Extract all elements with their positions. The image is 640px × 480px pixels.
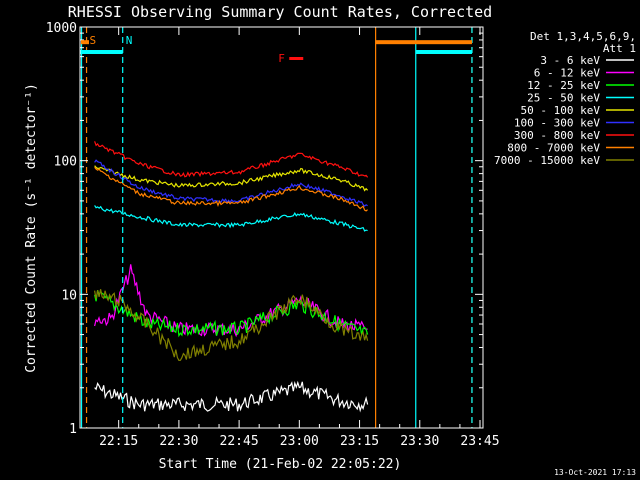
x-tick-label: 23:00: [280, 434, 319, 449]
legend-entry: 100 - 300 keV: [514, 117, 600, 130]
y-axis-label: Corrected Count Rate (s⁻¹ detector⁻¹): [24, 83, 39, 373]
annotation-label: S: [90, 34, 97, 47]
eclipse-bar: [375, 40, 472, 45]
series-line: [94, 159, 368, 207]
timestamp: 13-Oct-2021 17:13: [554, 468, 636, 477]
flare-bar: [289, 57, 304, 60]
x-tick-label: 22:15: [99, 434, 138, 449]
legend-entry: 7000 - 15000 keV: [494, 154, 600, 167]
y-tick-label: 1000: [46, 21, 77, 36]
x-axis-label: Start Time (21-Feb-02 22:05:22): [159, 457, 402, 472]
chart-title: RHESSI Observing Summary Count Rates, Co…: [68, 3, 492, 21]
y-tick-label: 100: [54, 155, 77, 170]
series-line: [94, 165, 369, 192]
y-tick-label: 1: [69, 422, 77, 437]
plot-area: [80, 27, 473, 428]
legend-entry: 50 - 100 keV: [521, 104, 601, 117]
x-tick-label: 23:45: [460, 434, 499, 449]
annotation-label: F: [278, 52, 285, 65]
legend-header: Det 1,3,4,5,6,9,: [530, 30, 636, 43]
x-tick-label: 23:30: [400, 434, 439, 449]
series-line: [94, 289, 369, 362]
x-tick-label: 22:45: [220, 434, 259, 449]
series-line: [94, 166, 368, 212]
annotation-label: N: [126, 34, 133, 47]
eclipse-bar: [415, 50, 472, 55]
series-line: [94, 264, 368, 338]
series-line: [94, 205, 368, 232]
legend-header: Att 1: [603, 42, 636, 55]
y-tick-label: 10: [61, 288, 77, 303]
series-line: [94, 380, 369, 413]
legend-entry: 25 - 50 keV: [527, 92, 600, 105]
legend-entry: 3 - 6 keV: [540, 54, 600, 67]
series-line: [94, 290, 369, 338]
series-line: [94, 141, 369, 178]
plot-frame: [79, 26, 484, 429]
x-tick-label: 23:15: [340, 434, 379, 449]
saa-marker: [81, 40, 89, 45]
x-tick-label: 22:30: [159, 434, 198, 449]
eclipse-bar: [80, 50, 123, 55]
legend-entry: 6 - 12 keV: [534, 67, 601, 80]
legend-entry: 300 - 800 keV: [514, 129, 600, 142]
legend-entry: 12 - 25 keV: [527, 79, 600, 92]
legend-entry: 800 - 7000 keV: [507, 142, 600, 155]
